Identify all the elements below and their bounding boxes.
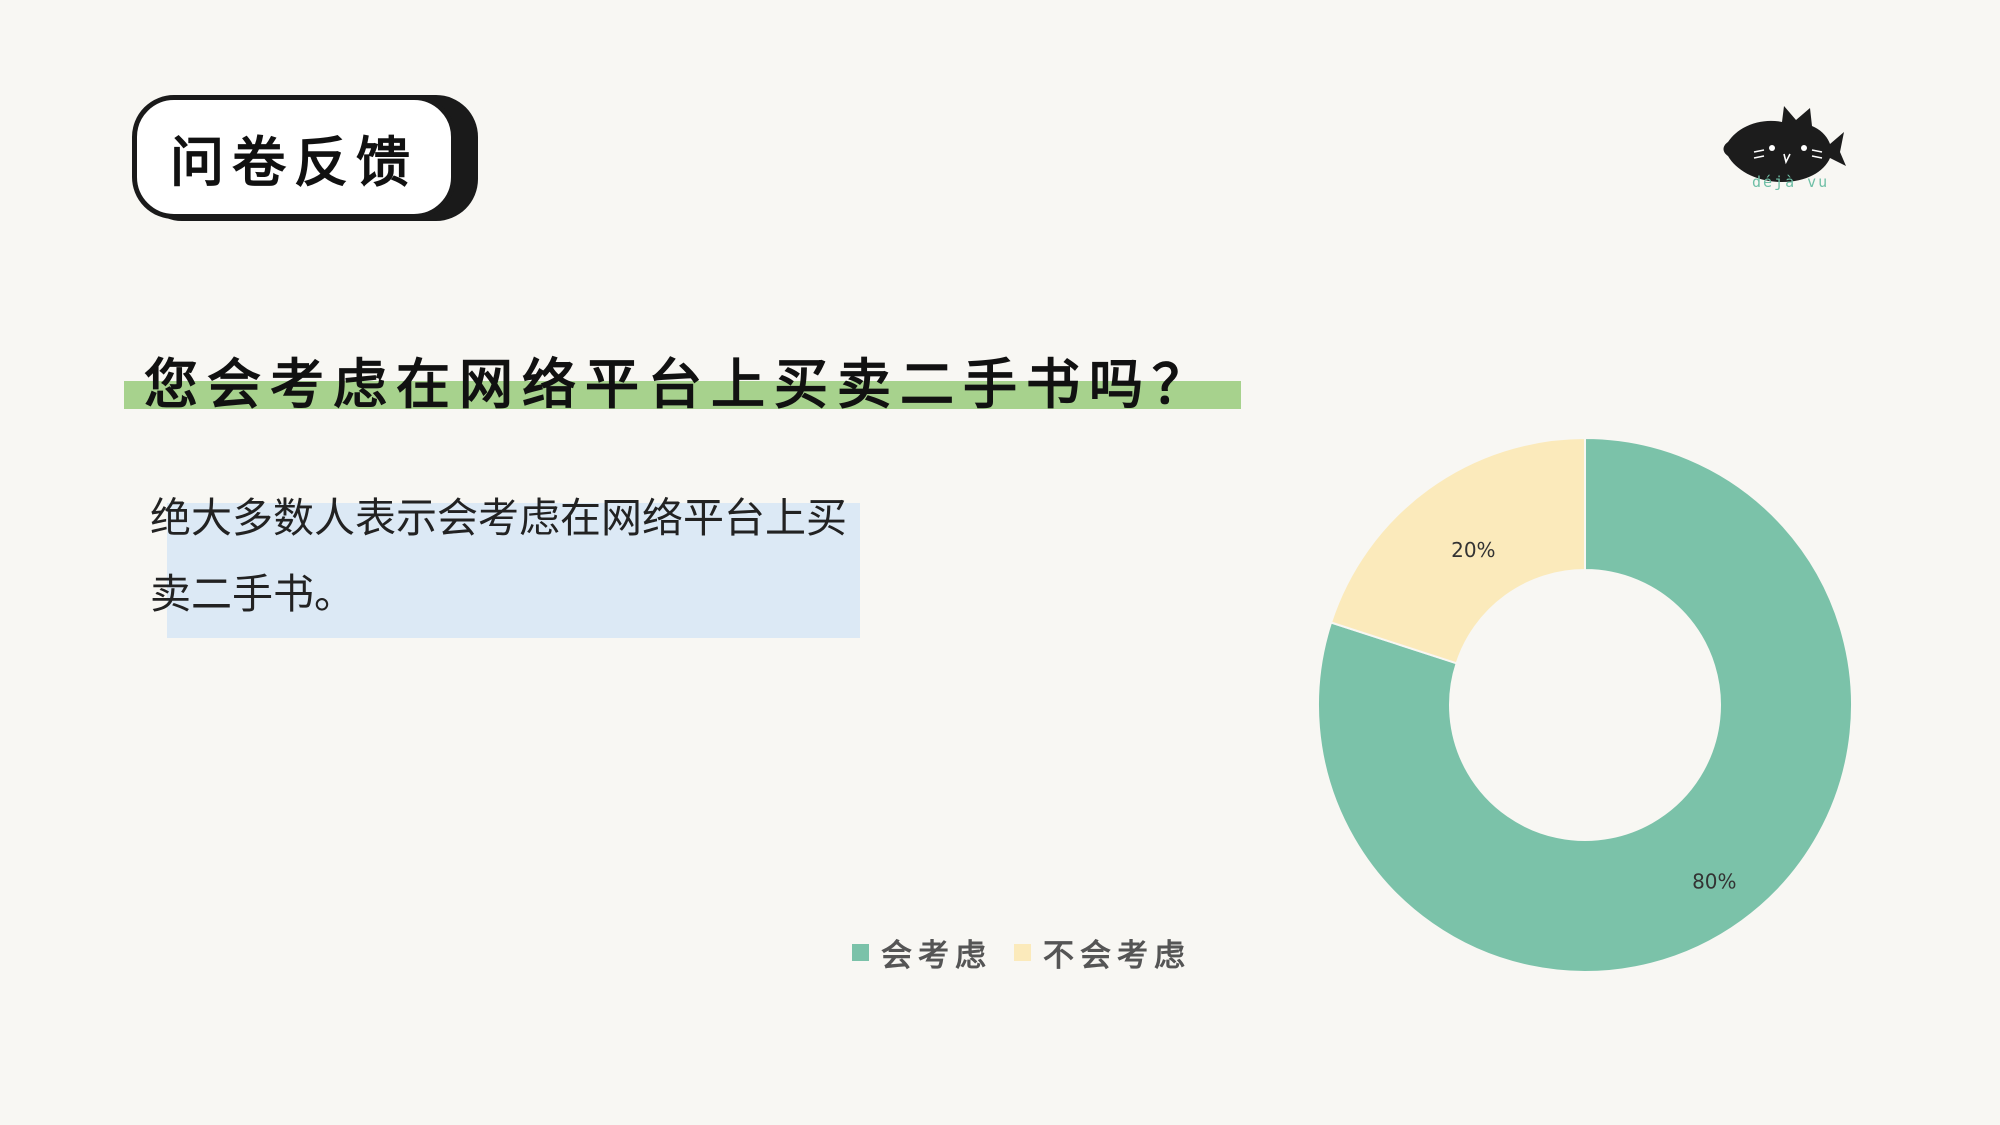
chart-legend: 会考虑 不会考虑 [852, 930, 1191, 975]
title-badge: 问卷反馈 [132, 95, 456, 219]
legend-label-no: 不会考虑 [1043, 938, 1191, 974]
donut-slice-0 [1317, 436, 1853, 973]
donut-chart: 80% 20% [1317, 436, 1853, 973]
title-badge-text: 问卷反馈 [170, 130, 418, 194]
answer-text: 绝大多数人表示会考虑在网络平台上买卖二手书。 [150, 494, 847, 618]
legend-item-no: 不会考虑 [1014, 930, 1191, 975]
donut-label-0: 80% [1692, 869, 1736, 893]
answer-highlight-box [167, 503, 860, 638]
legend-label-yes: 会考虑 [881, 938, 992, 974]
legend-item-yes: 会考虑 [852, 930, 992, 975]
legend-swatch-yes [852, 944, 869, 961]
legend-swatch-no [1014, 944, 1031, 961]
question-heading: 您会考虑在网络平台上买卖二手书吗？ [144, 353, 1215, 416]
donut-label-1: 20% [1451, 538, 1495, 562]
cat-fish-logo-icon [1723, 106, 1846, 182]
logo-caption: déjà vu [1752, 173, 1830, 191]
question-highlight [124, 381, 1241, 409]
donut-slice-1 [1329, 436, 1586, 665]
